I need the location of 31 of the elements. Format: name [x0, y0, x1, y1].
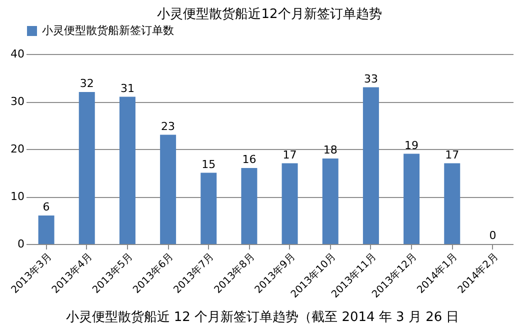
y-tick-label: 40: [10, 48, 24, 60]
legend-label: 小灵便型散货船新签订单数: [42, 24, 174, 37]
bar: [160, 134, 176, 244]
bar: [78, 92, 95, 244]
data-label: 16: [242, 153, 256, 166]
data-label: 17: [445, 148, 460, 162]
data-label: 32: [80, 77, 94, 90]
bar: [282, 163, 298, 244]
data-label: 18: [323, 144, 338, 156]
y-tick-label: 0: [18, 238, 24, 250]
data-label: 6: [42, 200, 50, 214]
data-label: 17: [282, 148, 297, 162]
bar: [322, 158, 338, 244]
bar: [362, 87, 379, 244]
bar: [38, 216, 54, 244]
y-tick-label: 10: [10, 190, 24, 203]
bar: [200, 172, 217, 244]
data-label: 15: [202, 158, 216, 171]
bar: [444, 163, 460, 244]
y-tick-label: 20: [10, 142, 24, 156]
bar: [404, 154, 420, 244]
bar: [119, 96, 136, 244]
data-label: 19: [404, 138, 419, 152]
data-label: 31: [120, 82, 134, 95]
bar: [241, 168, 258, 244]
data-label: 23: [161, 120, 176, 133]
text: 小灵便型散货船近 12 个月新签订单趋势（截至 2014 年 3 月 26 日: [64, 309, 460, 326]
data-label: 0: [489, 229, 496, 242]
data-label: 33: [364, 72, 378, 86]
y-tick-label: 30: [10, 95, 24, 108]
chart-title: 小灵便型散货船近12个月新签订单趋势: [157, 7, 382, 22]
